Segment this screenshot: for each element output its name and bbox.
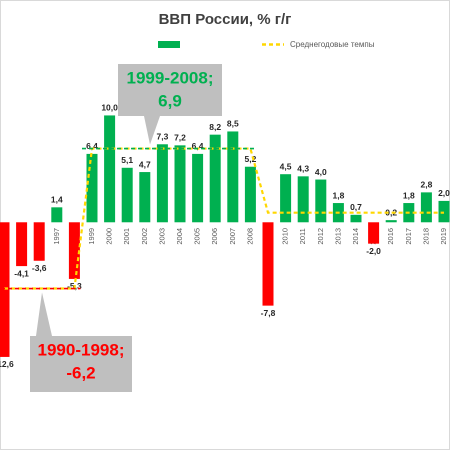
x-tick-label: 2000 <box>105 228 114 245</box>
bar <box>16 222 28 267</box>
value-label: 0,2 <box>385 207 397 217</box>
annotation-box <box>30 336 132 392</box>
legend-swatch <box>158 41 180 48</box>
annotation-text: 6,9 <box>158 91 182 110</box>
value-label: 7,3 <box>156 132 168 142</box>
value-label: 2,8 <box>420 180 432 190</box>
bar <box>315 179 327 223</box>
value-label: 7,2 <box>174 133 186 143</box>
value-label: -4,1 <box>14 268 29 278</box>
value-label: 5,2 <box>244 154 256 164</box>
annotation-text: 1999-2008; <box>127 68 214 87</box>
x-tick-label: 2014 <box>351 228 360 245</box>
x-tick-label: 2006 <box>210 228 219 245</box>
x-tick-label: 1997 <box>52 228 61 245</box>
annotation-text: -6,2 <box>66 363 95 382</box>
x-tick-label: 2004 <box>175 228 184 245</box>
value-label: 8,2 <box>209 122 221 132</box>
annotation-text: 1990-1998; <box>38 340 125 359</box>
bar <box>368 222 380 244</box>
bar <box>227 131 239 223</box>
bar <box>244 166 256 223</box>
bar <box>350 214 362 223</box>
value-label: 6,4 <box>192 141 204 151</box>
value-label: 6,4 <box>86 141 98 151</box>
x-tick-label: 2007 <box>228 228 237 245</box>
value-label: 10,0 <box>101 103 118 113</box>
bar <box>86 153 98 223</box>
value-label: 1,8 <box>403 190 415 200</box>
bar <box>192 153 204 223</box>
legend-label: Среднегодовые темпы <box>290 40 375 49</box>
value-label: 1,4 <box>51 195 63 205</box>
bar <box>156 144 168 223</box>
bar <box>139 172 151 223</box>
x-tick-label: 1999 <box>87 228 96 245</box>
legend: Среднегодовые темпы <box>158 40 375 49</box>
x-tick-label: 2010 <box>281 228 290 245</box>
bar <box>262 222 274 306</box>
x-tick-label: 2011 <box>298 228 307 244</box>
x-tick-label: 2001 <box>122 228 131 245</box>
bar <box>209 134 221 223</box>
bar <box>104 115 116 223</box>
bar <box>33 222 45 261</box>
bar <box>51 207 63 223</box>
value-label: 0,7 <box>350 202 362 212</box>
chart-title: ВВП России, % г/г <box>159 11 292 28</box>
x-tick-label: 2018 <box>421 228 430 245</box>
annotation-box <box>118 64 222 116</box>
x-tick-label: 2012 <box>316 228 325 245</box>
x-tick-label: 2005 <box>193 228 202 245</box>
value-label: -12,6 <box>0 359 14 369</box>
x-tick-label: 2013 <box>333 228 342 245</box>
value-label: 4,3 <box>297 164 309 174</box>
bar <box>68 222 80 279</box>
value-label: 1,8 <box>332 190 344 200</box>
value-label: -3,6 <box>32 263 47 273</box>
bar <box>297 176 309 223</box>
value-label: -2,0 <box>366 246 381 256</box>
value-label: -7,8 <box>261 308 276 318</box>
bar <box>174 145 186 223</box>
value-label: 8,5 <box>227 119 239 129</box>
bar <box>385 220 397 223</box>
value-label: 4,5 <box>280 161 292 171</box>
annotation-callout <box>144 116 160 145</box>
value-label: 4,7 <box>139 159 151 169</box>
x-tick-label: 2017 <box>404 228 413 245</box>
bar <box>280 174 292 223</box>
bar <box>420 192 432 223</box>
x-tick-label: 2002 <box>140 228 149 245</box>
value-label: 2,0 <box>438 188 450 198</box>
x-tick-label: 2003 <box>157 228 166 245</box>
value-label: 5,1 <box>121 155 133 165</box>
value-label: 4,0 <box>315 167 327 177</box>
bar <box>121 167 133 223</box>
x-tick-label: 2016 <box>386 228 395 245</box>
x-tick-label: 2008 <box>245 228 254 245</box>
annotation-callout <box>36 292 52 336</box>
x-tick-label: 2019 <box>439 228 448 245</box>
